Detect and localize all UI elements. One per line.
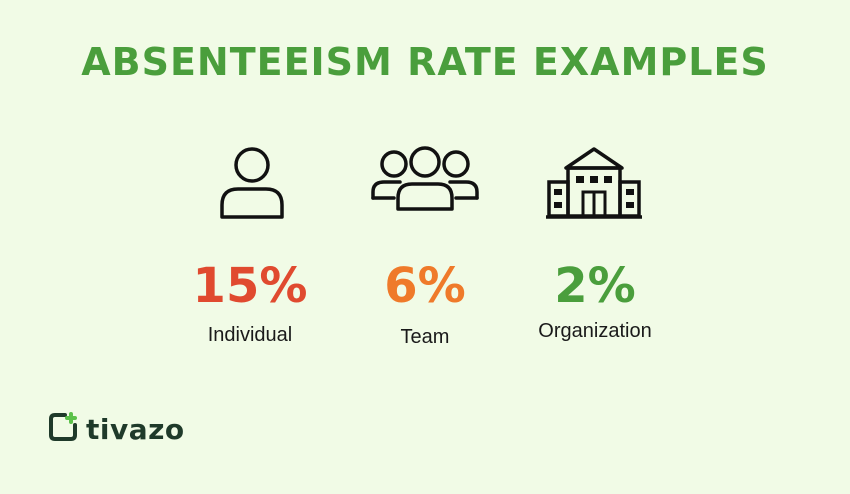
brand-name: tivazo [86, 413, 185, 446]
building-icon [546, 146, 642, 220]
individual-rate: 15% [192, 258, 308, 314]
page-title: ABSENTEEISM RATE EXAMPLES [81, 40, 769, 84]
organization-label: Organization [538, 320, 652, 342]
group-icon [370, 146, 480, 212]
logo-icon [48, 412, 78, 447]
brand-logo: tivazo [48, 412, 185, 447]
team-rate: 6% [384, 258, 466, 314]
individual-label: Individual [207, 324, 293, 346]
person-icon [216, 145, 288, 220]
team-label: Team [400, 326, 450, 348]
organization-rate: 2% [554, 258, 636, 314]
